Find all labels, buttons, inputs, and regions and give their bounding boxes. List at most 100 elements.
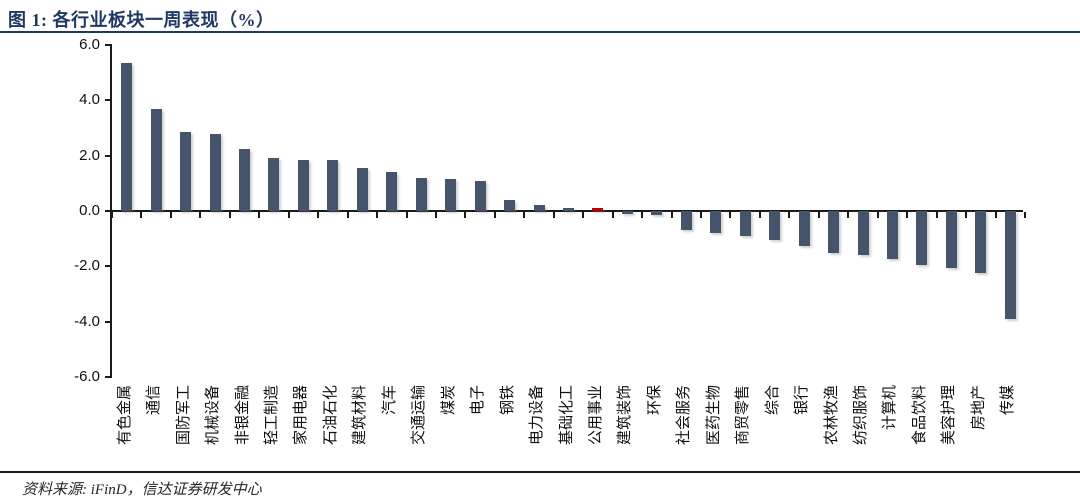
bar-计算机 — [886, 211, 898, 260]
x-axis-tick — [346, 212, 349, 218]
x-axis-tick — [582, 212, 585, 218]
y-axis-tick — [105, 376, 112, 378]
bar-食品饮料 — [916, 211, 928, 265]
bar-基础化工 — [563, 208, 574, 211]
bar-电力设备 — [533, 205, 545, 211]
bar-煤炭 — [445, 179, 457, 211]
x-axis-tick — [700, 212, 703, 218]
y-axis-tick — [105, 154, 112, 157]
x-axis-tick — [405, 212, 408, 218]
x-axis-tick — [876, 212, 879, 218]
x-axis-label: 综合 — [763, 385, 781, 416]
bar-非银金融 — [239, 148, 251, 211]
x-axis-label: 有色金属 — [115, 385, 133, 446]
bar-纺织服饰 — [857, 211, 869, 256]
x-axis-label: 非银金融 — [233, 385, 251, 446]
x-axis-tick — [111, 212, 113, 218]
bar-环保 — [651, 211, 663, 216]
bar-公用事业 — [592, 207, 604, 211]
bar-美容护理 — [945, 211, 957, 268]
x-axis-tick — [670, 212, 673, 218]
x-axis-label: 通信 — [145, 385, 163, 416]
y-axis-tick — [105, 210, 112, 212]
bar-家用电器 — [297, 159, 309, 211]
x-axis-label: 轻工制造 — [262, 385, 280, 446]
x-axis-tick — [641, 212, 644, 218]
x-axis-label: 传媒 — [999, 385, 1017, 416]
bar-综合 — [769, 211, 781, 241]
x-axis-tick — [228, 212, 231, 218]
y-axis-tick — [105, 99, 112, 102]
x-axis-label: 公用事业 — [586, 385, 604, 446]
x-axis-label: 农林牧渔 — [822, 385, 840, 446]
x-axis-tick — [788, 212, 791, 218]
bar-商贸零售 — [739, 211, 751, 236]
x-axis-label: 建筑装饰 — [616, 385, 634, 446]
x-axis-label: 商贸零售 — [734, 385, 752, 446]
x-axis-label: 机械设备 — [204, 385, 222, 446]
bar-社会服务 — [680, 211, 692, 231]
y-axis-label: -4.0 — [74, 312, 100, 330]
y-axis-label: -6.0 — [74, 368, 100, 385]
y-axis-tick — [105, 265, 112, 268]
x-axis-tick — [935, 212, 938, 218]
x-axis-tick — [994, 212, 997, 218]
footer-divider — [0, 471, 1080, 473]
x-axis-tick — [199, 212, 202, 218]
x-axis-tick — [464, 212, 467, 218]
bar-交通运输 — [415, 177, 427, 211]
y-axis-label: 0.0 — [79, 202, 100, 219]
bar-机械设备 — [209, 133, 221, 211]
y-axis-label: -2.0 — [74, 257, 100, 275]
bar-银行 — [798, 211, 810, 246]
bar-房地产 — [975, 211, 987, 274]
bar-轻工制造 — [268, 158, 280, 211]
x-axis-label: 交通运输 — [410, 385, 428, 446]
bar-有色金属 — [121, 62, 133, 211]
x-axis-tick — [611, 212, 614, 218]
x-axis-tick — [817, 212, 820, 218]
x-axis-label: 钢铁 — [498, 385, 516, 416]
x-axis-line — [112, 210, 1023, 212]
x-axis-label: 计算机 — [881, 385, 899, 431]
x-axis-tick — [906, 212, 909, 218]
x-axis-label: 建筑材料 — [351, 385, 369, 446]
x-axis-label: 环保 — [645, 385, 663, 416]
x-axis-label: 医药生物 — [704, 385, 722, 446]
x-axis-label: 国防军工 — [174, 385, 192, 446]
x-axis-label: 食品饮料 — [910, 385, 928, 446]
y-axis-label: 2.0 — [79, 146, 100, 164]
x-axis-label: 煤炭 — [439, 385, 457, 416]
y-axis-label: 6.0 — [79, 36, 100, 53]
x-axis-label: 房地产 — [969, 385, 987, 431]
bar-传媒 — [1004, 211, 1016, 319]
x-axis-tick — [493, 212, 496, 218]
bar-石油石化 — [327, 159, 339, 211]
x-axis-label: 电力设备 — [528, 385, 546, 446]
x-axis-tick — [376, 212, 379, 218]
x-axis-tick — [965, 212, 968, 218]
x-axis-tick — [169, 212, 172, 218]
y-axis-tick — [105, 320, 112, 323]
x-axis-label: 基础化工 — [557, 385, 575, 446]
x-axis-label: 纺织服饰 — [852, 385, 870, 446]
x-axis-tick — [434, 212, 437, 218]
bar-医药生物 — [710, 211, 722, 234]
x-axis-label: 银行 — [793, 385, 811, 416]
bar-建筑装饰 — [621, 211, 633, 214]
plot-area — [105, 44, 1026, 378]
x-axis-label: 电子 — [469, 385, 487, 416]
y-axis-tick — [105, 44, 112, 46]
bar-农林牧渔 — [828, 211, 840, 253]
x-axis-tick — [287, 212, 290, 218]
bar-国防军工 — [180, 132, 192, 211]
x-axis-tick — [140, 212, 143, 218]
bar-汽车 — [386, 172, 398, 211]
title-divider — [0, 31, 1080, 33]
y-axis-label: 4.0 — [79, 91, 100, 109]
x-axis-tick — [523, 212, 526, 218]
figure-title: 图 1: 各行业板块一周表现（%） — [8, 10, 275, 30]
bar-电子 — [474, 180, 486, 211]
x-axis-tick — [552, 212, 555, 218]
